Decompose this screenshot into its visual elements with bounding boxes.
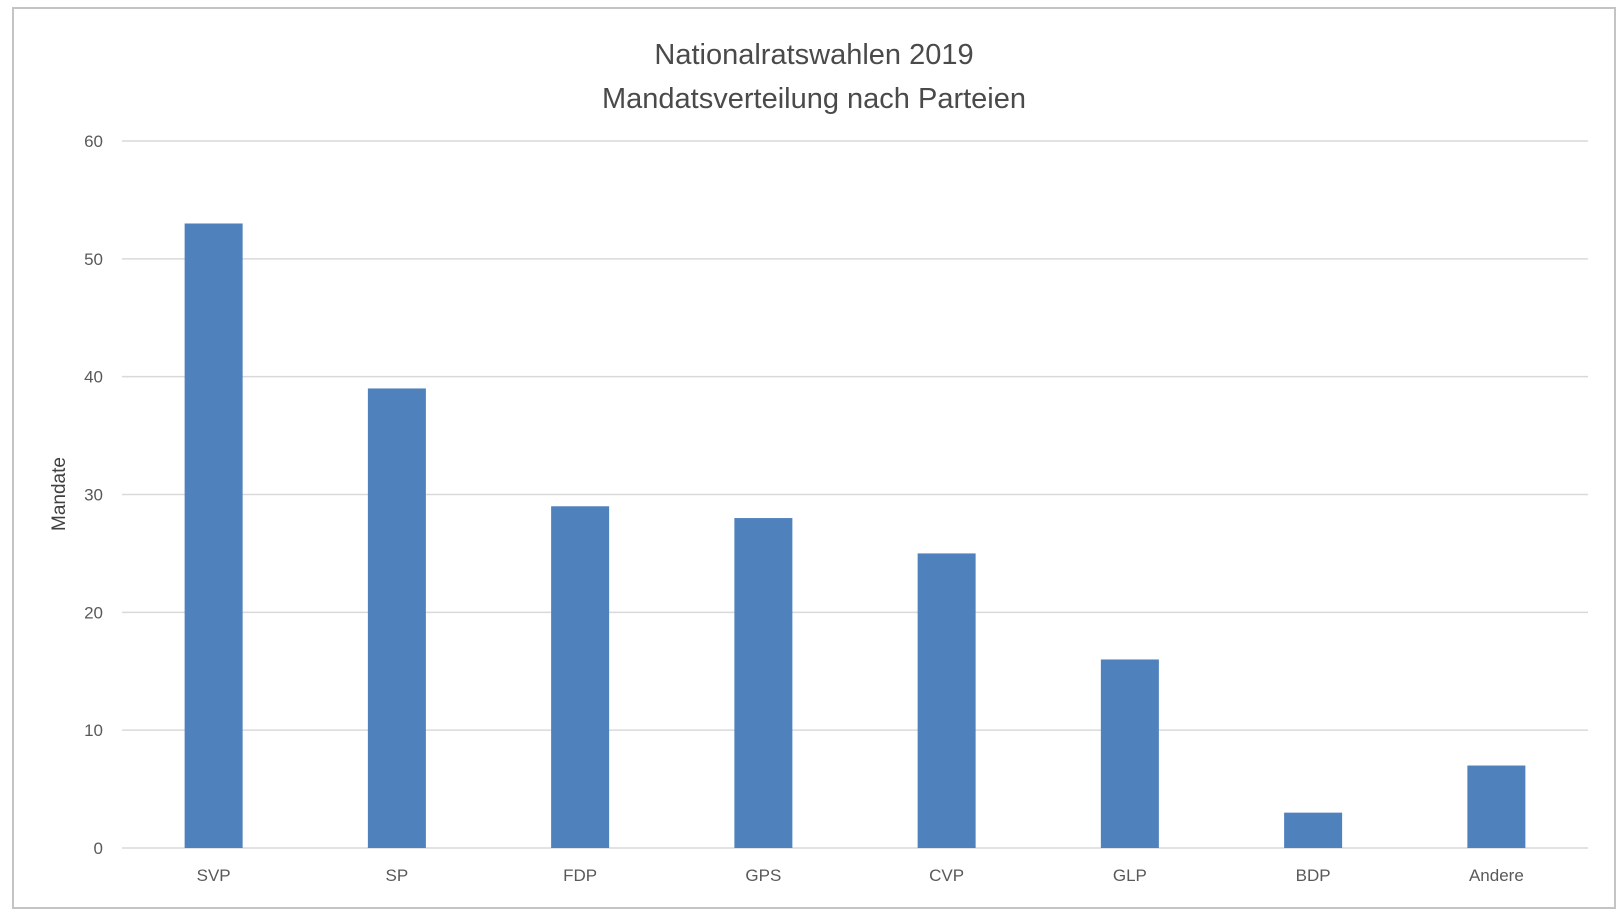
bar-cvp <box>917 553 976 848</box>
x-tick-label: GPS <box>745 866 781 885</box>
x-tick-label: SVP <box>197 866 231 885</box>
chart-subtitle: Mandatsverteilung nach Parteien <box>602 83 1026 115</box>
bar-fdp <box>551 506 610 848</box>
bar-sp <box>367 388 426 848</box>
y-tick-label: 10 <box>84 721 103 740</box>
y-tick-label: 40 <box>84 368 103 387</box>
bar-gps <box>734 518 793 848</box>
x-axis-ticks: SVP SP FDP GPS CVP GLP BDP Andere <box>197 866 1524 885</box>
y-tick-label: 50 <box>84 250 103 269</box>
x-tick-label: BDP <box>1296 866 1331 885</box>
y-axis-ticks: 0 10 20 30 40 50 60 <box>84 132 103 858</box>
bar-svp <box>184 223 243 848</box>
chart-title: Nationalratswahlen 2019 <box>654 39 974 71</box>
y-axis-title: Mandate <box>49 457 70 531</box>
y-tick-label: 30 <box>84 486 103 505</box>
x-tick-label: CVP <box>929 866 964 885</box>
y-tick-label: 0 <box>94 839 103 858</box>
bar-glp <box>1100 659 1159 848</box>
x-tick-label: GLP <box>1113 866 1147 885</box>
gridlines <box>122 140 1588 849</box>
bar-bdp <box>1284 812 1343 848</box>
chart-frame: Nationalratswahlen 2019 Mandatsverteilun… <box>12 7 1616 909</box>
x-tick-label: Andere <box>1469 866 1524 885</box>
x-tick-label: SP <box>386 866 409 885</box>
bar-andere <box>1467 765 1526 848</box>
bars <box>184 223 1526 848</box>
y-tick-label: 60 <box>84 132 103 151</box>
x-tick-label: FDP <box>563 866 597 885</box>
y-tick-label: 20 <box>84 603 103 622</box>
